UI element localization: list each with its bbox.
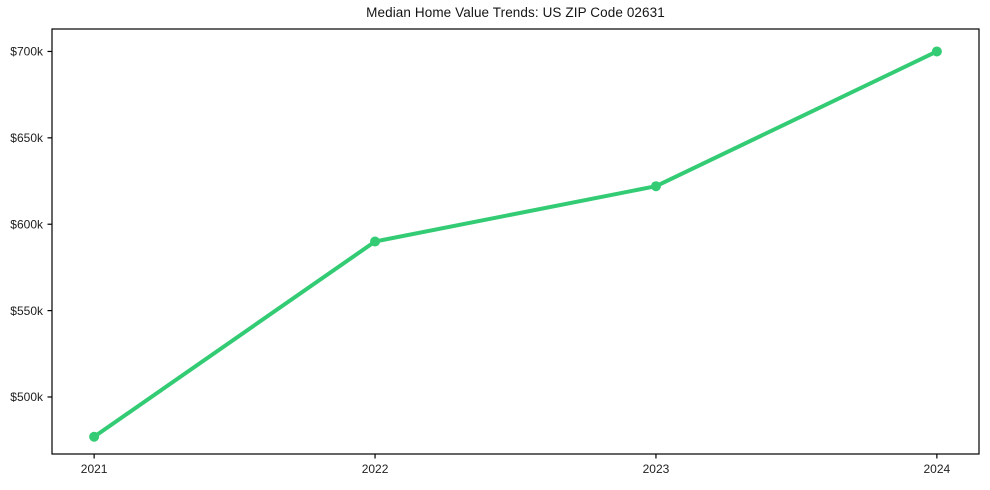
- plot-border: [51, 28, 980, 455]
- y-tick-label: $600k: [10, 217, 44, 231]
- y-tick-label: $550k: [10, 304, 44, 318]
- trend-line: [92, 49, 939, 439]
- data-point-2023: [650, 181, 661, 192]
- y-tick-label: $650k: [10, 131, 44, 145]
- data-point-2022: [370, 236, 381, 247]
- x-tick-label: 2022: [362, 462, 389, 476]
- x-tick-label: 2024: [924, 462, 951, 476]
- data-point-2021: [89, 431, 100, 442]
- data-point-2024: [931, 46, 942, 57]
- y-tick-label: $500k: [10, 390, 44, 404]
- chart-title: Median Home Value Trends: US ZIP Code 02…: [366, 5, 665, 20]
- x-tick-label: 2023: [643, 462, 670, 476]
- y-tick-label: $700k: [10, 45, 44, 59]
- x-tick-label: 2021: [81, 462, 108, 476]
